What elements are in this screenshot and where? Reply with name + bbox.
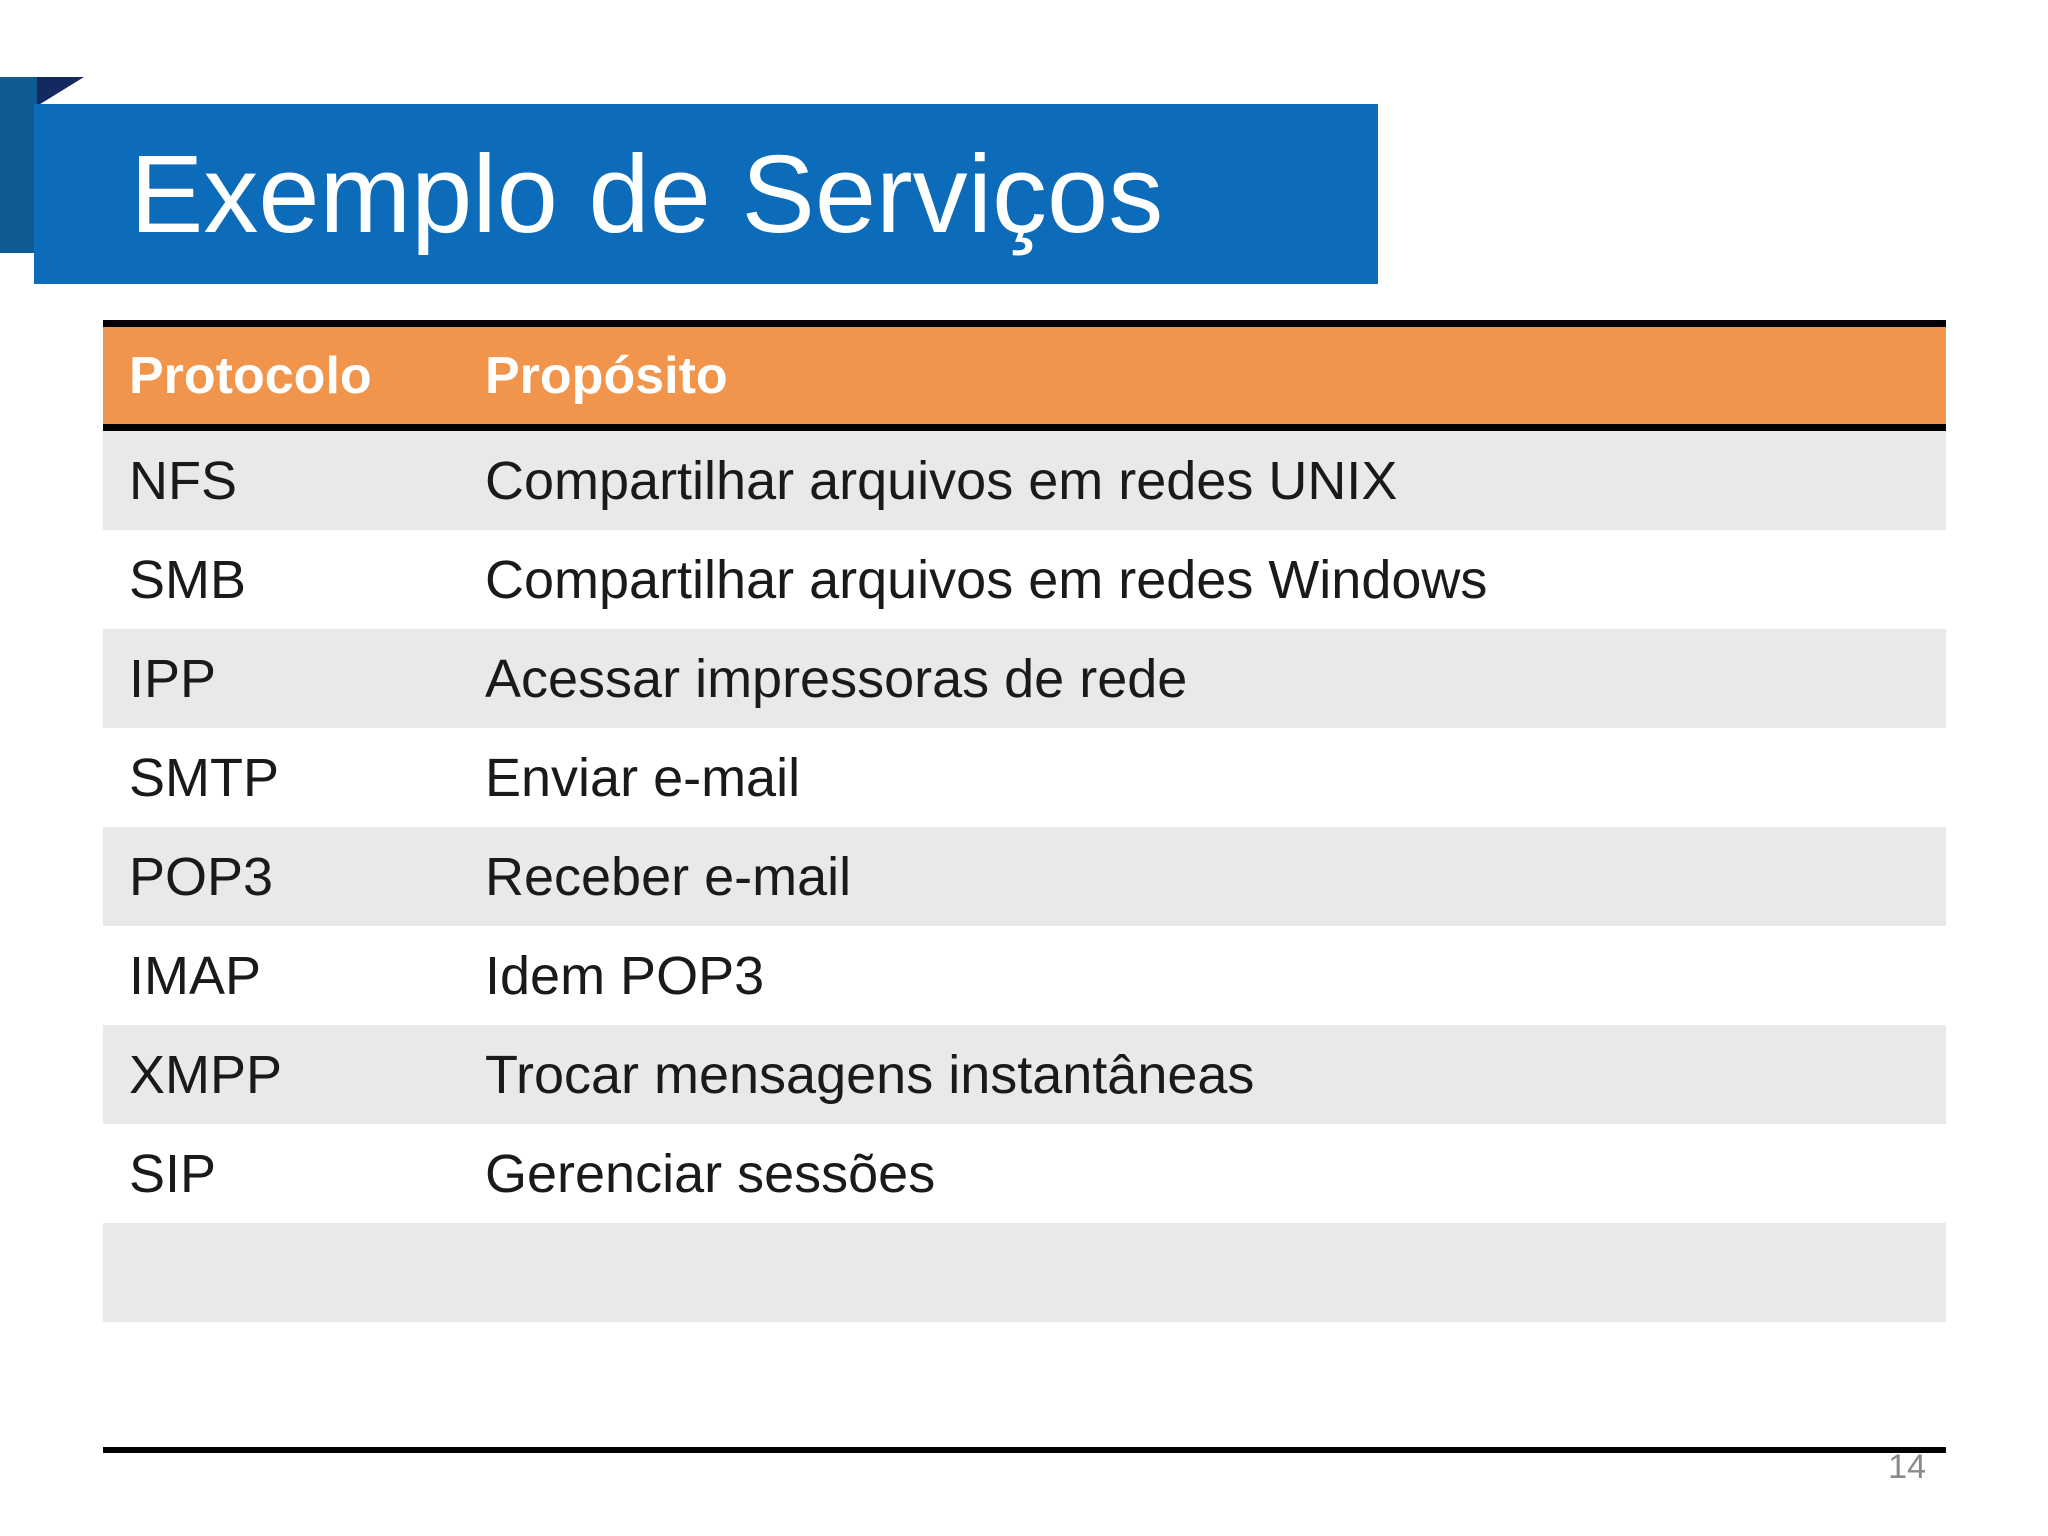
protocol-cell: XMPP [129,1044,283,1105]
protocol-cell: SIP [129,1143,217,1204]
protocol-cell: SMTP [129,747,280,808]
table-row: SMTP Enviar e-mail [103,728,1946,827]
purpose-cell: Trocar mensagens instantâneas [485,1044,1255,1105]
protocol-cell: POP3 [129,846,274,907]
purpose-cell: Gerenciar sessões [485,1143,936,1204]
title-banner: Exemplo de Serviços [34,104,1378,284]
protocol-cell: IMAP [129,945,262,1006]
table-row: IPP Acessar impressoras de rede [103,629,1946,728]
ribbon-tail-shape [0,77,37,253]
table-row: POP3 Receber e-mail [103,827,1946,926]
slide-title: Exemplo de Serviços [130,132,1164,256]
column-header-protocol: Protocolo [129,346,372,405]
protocol-cell: NFS [129,450,237,511]
page-number: 14 [1888,1448,1926,1486]
table-row: NFS Compartilhar arquivos em redes UNIX [103,431,1946,530]
table-row: IMAP Idem POP3 [103,926,1946,1025]
purpose-cell: Compartilhar arquivos em redes UNIX [485,450,1398,511]
table-row: SMB Compartilhar arquivos em redes Windo… [103,530,1946,629]
table-header-row: Protocolo Propósito [103,327,1946,431]
table-row: SIP Gerenciar sessões [103,1124,1946,1223]
purpose-cell: Acessar impressoras de rede [485,648,1188,709]
ribbon-fold-triangle [37,77,84,106]
table-row: XMPP Trocar mensagens instantâneas [103,1025,1946,1124]
purpose-cell: Compartilhar arquivos em redes Windows [485,549,1488,610]
purpose-cell: Idem POP3 [485,945,765,1006]
purpose-cell: Enviar e-mail [485,747,801,808]
protocol-cell: IPP [129,648,217,709]
footer-divider-line [103,1447,1946,1453]
table-body: NFS Compartilhar arquivos em redes UNIX … [103,431,1946,1322]
column-header-purpose: Propósito [485,346,728,405]
services-table: Protocolo Propósito NFS Compartilhar arq… [103,320,1946,1322]
table-row [103,1223,1946,1322]
purpose-cell: Receber e-mail [485,846,852,907]
protocol-cell: SMB [129,549,247,610]
